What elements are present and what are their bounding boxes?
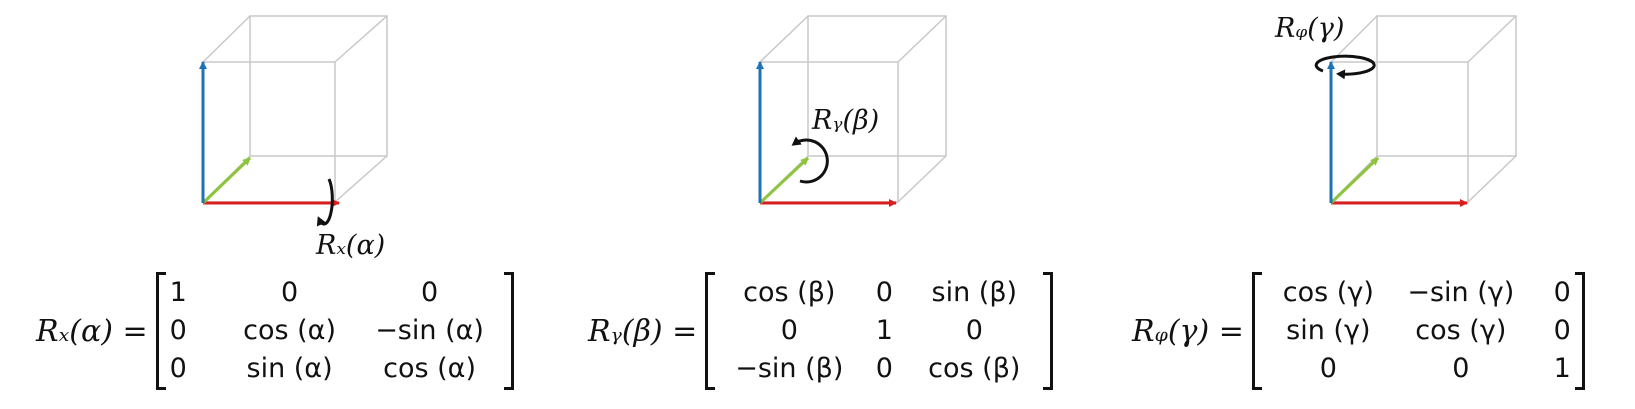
- axes-z: [1327, 61, 1468, 207]
- matrix-bracket-right: [503, 272, 514, 390]
- equation-lhs: Rᵧ(β) =: [588, 313, 698, 349]
- cube-x: [202, 15, 388, 203]
- matrix-cell: 1: [875, 315, 893, 346]
- matrix-cell: cos (β): [743, 277, 836, 308]
- matrix-bracket-left: [155, 272, 166, 390]
- matrix-bracket-left: [705, 272, 716, 390]
- matrix-cell: 0: [1553, 277, 1571, 308]
- matrix-cell: 0: [169, 315, 187, 346]
- matrix-cell: 1: [1553, 353, 1571, 384]
- rotation-label-x: Rₓ(α): [316, 230, 386, 261]
- matrix-cell: cos (α): [243, 315, 337, 346]
- rotation-matrix-equation-y: Rᵧ(β) = cos (β) 0 sin (β) 0 1 0 −sin (β)…: [588, 272, 1054, 390]
- matrix-cell: cos (γ): [1282, 277, 1374, 308]
- matrix-cell: 0: [875, 277, 893, 308]
- matrix-cell: cos (β): [928, 353, 1021, 384]
- equation-lhs: Rᵩ(γ) =: [1132, 313, 1244, 349]
- matrix-cell: −sin (γ): [1407, 277, 1515, 308]
- equation-lhs: Rₓ(α) =: [36, 313, 148, 349]
- matrix-bracket-right: [1043, 272, 1054, 390]
- matrix-cell: 0: [1319, 353, 1337, 384]
- matrix-cell: cos (γ): [1415, 315, 1507, 346]
- matrix: cos (β) 0 sin (β) 0 1 0 −sin (β) 0 cos (…: [715, 275, 1043, 387]
- rotation-label-z: Rᵩ(γ): [1275, 13, 1345, 44]
- matrix-cell: sin (α): [246, 353, 333, 384]
- axes-x: [199, 61, 340, 207]
- matrix-cell: cos (α): [383, 353, 477, 384]
- matrix: cos (γ) −sin (γ) 0 sin (γ) cos (γ) 0 0 0…: [1262, 275, 1575, 387]
- matrix: 1 0 0 0 cos (α) −sin (α) 0 sin (α) cos (…: [166, 275, 504, 387]
- matrix-cell: −sin (α): [375, 315, 484, 346]
- matrix-cell: 0: [280, 277, 299, 308]
- matrix-cell: 0: [875, 353, 893, 384]
- matrix-cell: 0: [169, 353, 187, 384]
- rotation-matrix-equation-x: Rₓ(α) = 1 0 0 0 cos (α) −sin (α) 0 sin (…: [36, 272, 514, 390]
- y-axis-arrow: [758, 156, 810, 205]
- matrix-cell: 0: [1452, 353, 1470, 384]
- matrix-cell: 1: [169, 277, 187, 308]
- matrix-cell: 0: [965, 315, 983, 346]
- matrix-cell: sin (β): [931, 277, 1018, 308]
- y-axis-arrow: [1329, 156, 1380, 205]
- matrix-bracket-left: [1251, 272, 1262, 390]
- matrix-cell: 0: [780, 315, 798, 346]
- y-axis-arrow: [201, 156, 252, 205]
- cube-z: [1330, 15, 1517, 203]
- matrix-cell: 0: [420, 277, 439, 308]
- matrix-cell: −sin (β): [735, 353, 844, 384]
- matrix-bracket-right: [1574, 272, 1585, 390]
- matrix-cell: sin (γ): [1286, 315, 1371, 346]
- rotation-label-y: Rᵧ(β): [812, 105, 880, 136]
- matrix-cell: 0: [1553, 315, 1571, 346]
- rotation-arrow-icon: [316, 178, 334, 227]
- rotation-matrix-equation-z: Rᵩ(γ) = cos (γ) −sin (γ) 0 sin (γ) cos (…: [1132, 272, 1585, 390]
- rotation-arrow-icon: [1314, 54, 1376, 80]
- rotation-arrow-icon: [791, 136, 829, 184]
- axes-y: [756, 61, 897, 207]
